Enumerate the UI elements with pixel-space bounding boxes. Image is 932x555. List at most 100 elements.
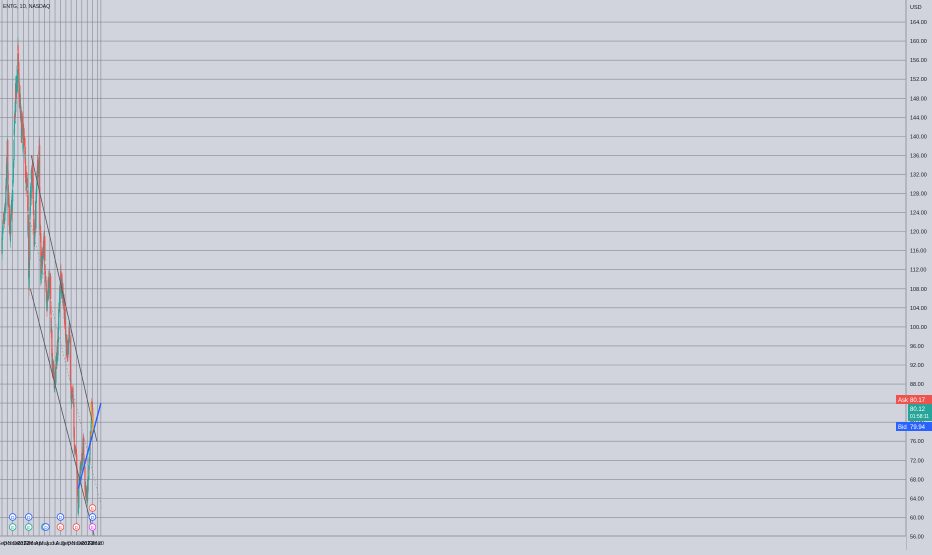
- candle-body: [69, 335, 71, 338]
- price-tick-label: 60.00: [910, 515, 924, 521]
- candle-body: [75, 449, 77, 456]
- bid-price: 79.94: [910, 425, 926, 431]
- event-marker-circle[interactable]: [88, 523, 97, 531]
- candle-body: [16, 68, 19, 83]
- candle-body: [74, 445, 76, 453]
- event-marker-circle[interactable]: [88, 513, 97, 521]
- grid-lines: [0, 0, 906, 537]
- price-tick-label: 56.00: [910, 534, 924, 540]
- candle-body: [64, 308, 66, 324]
- candle-body: [44, 239, 46, 261]
- candle-body: [32, 185, 34, 199]
- candle-body: [69, 359, 72, 381]
- bid-label: Bid: [898, 425, 907, 431]
- candle-body: [26, 191, 29, 194]
- event-marker-circle[interactable]: [25, 513, 33, 521]
- event-marker-circle[interactable]: [8, 523, 17, 531]
- time-axis-panel[interactable]: [0, 536, 906, 550]
- candle-body: [48, 284, 50, 295]
- candle-body: [29, 190, 32, 194]
- candle-body: [90, 424, 92, 438]
- candle-body: [5, 185, 7, 208]
- time-tick-label: Mar: [29, 541, 39, 547]
- time-tick-label: 2023: [81, 541, 93, 547]
- candle-body: [75, 451, 77, 453]
- event-marker-circle[interactable]: [42, 523, 50, 531]
- price-tick-label: 128.00: [910, 192, 927, 198]
- event-marker-letter: E: [91, 525, 94, 531]
- event-marker-circle[interactable]: [56, 523, 65, 531]
- ask-label: Ask: [898, 398, 909, 404]
- candle-body: [86, 488, 88, 500]
- candle-body: [62, 291, 64, 294]
- candle-body: [33, 231, 35, 240]
- candle-body: [76, 454, 78, 465]
- time-tick-label: Dec: [77, 541, 87, 547]
- event-marker-letter: D: [27, 515, 31, 521]
- event-marker-letter: D: [75, 525, 79, 531]
- candle-body: [21, 120, 23, 127]
- bid-label-box: [896, 422, 908, 431]
- candle-body: [38, 157, 40, 170]
- candle-body: [35, 200, 37, 229]
- candle-body: [59, 289, 61, 291]
- candle-body: [7, 140, 9, 176]
- price-tick-label: 132.00: [910, 172, 927, 178]
- event-marker-circle[interactable]: [25, 523, 33, 531]
- candle-body: [77, 505, 79, 514]
- time-tick-label: Oct: [3, 541, 12, 547]
- event-marker-circle[interactable]: [8, 513, 17, 521]
- event-marker-letter: D: [59, 515, 63, 521]
- time-tick-label: 2022: [17, 541, 29, 547]
- candle-body: [64, 321, 67, 336]
- candle-body: [26, 172, 28, 177]
- candle-body: [77, 474, 79, 495]
- event-markers[interactable]: DEDEEDDEDEDE: [8, 504, 97, 531]
- candle-body: [25, 179, 27, 182]
- candle-body: [12, 189, 14, 202]
- candle-body: [37, 160, 39, 165]
- candle-body: [86, 487, 89, 501]
- candle-body: [14, 120, 16, 124]
- candle-body: [21, 122, 23, 139]
- triangle-pattern[interactable]: [90, 403, 95, 437]
- candle-body: [56, 356, 59, 361]
- candle-body: [57, 329, 59, 343]
- candle-body: [70, 381, 72, 399]
- price-tick-label: 156.00: [910, 58, 927, 64]
- candle-body: [12, 161, 14, 178]
- channel-upper-line[interactable]: [30, 155, 98, 442]
- candle-body: [31, 172, 33, 179]
- candle-body: [84, 466, 86, 489]
- event-marker-circle[interactable]: [88, 504, 97, 512]
- candle-body: [77, 491, 79, 503]
- candle-body: [5, 163, 8, 190]
- drawings[interactable]: [29, 155, 103, 547]
- candle-body: [88, 458, 90, 470]
- ask-label-box: [896, 395, 908, 404]
- candle-body: [45, 288, 48, 302]
- price-axis-panel[interactable]: [906, 0, 932, 550]
- candle-body: [10, 214, 12, 234]
- ask-price: 80.17: [910, 398, 926, 404]
- candle-body: [82, 438, 84, 455]
- event-marker-circle[interactable]: [72, 523, 81, 531]
- candle-body: [60, 284, 62, 294]
- candle-body: [83, 454, 85, 462]
- candle-body: [69, 338, 71, 360]
- time-tick-label: Mar: [93, 541, 103, 547]
- time-tick-label: Oct: [67, 541, 76, 547]
- candle-body: [85, 485, 87, 497]
- support-trend-line[interactable]: [77, 402, 102, 490]
- candle-body: [22, 117, 24, 128]
- channel-lower-line[interactable]: [29, 288, 98, 547]
- event-marker-letter: E: [27, 525, 30, 531]
- event-marker-circle[interactable]: [56, 513, 65, 521]
- time-tick-label: May: [39, 541, 50, 547]
- candle-body: [39, 144, 41, 189]
- candle-body: [35, 195, 37, 204]
- channel-mid-dotted-line[interactable]: [30, 222, 103, 508]
- candle-body: [29, 222, 31, 260]
